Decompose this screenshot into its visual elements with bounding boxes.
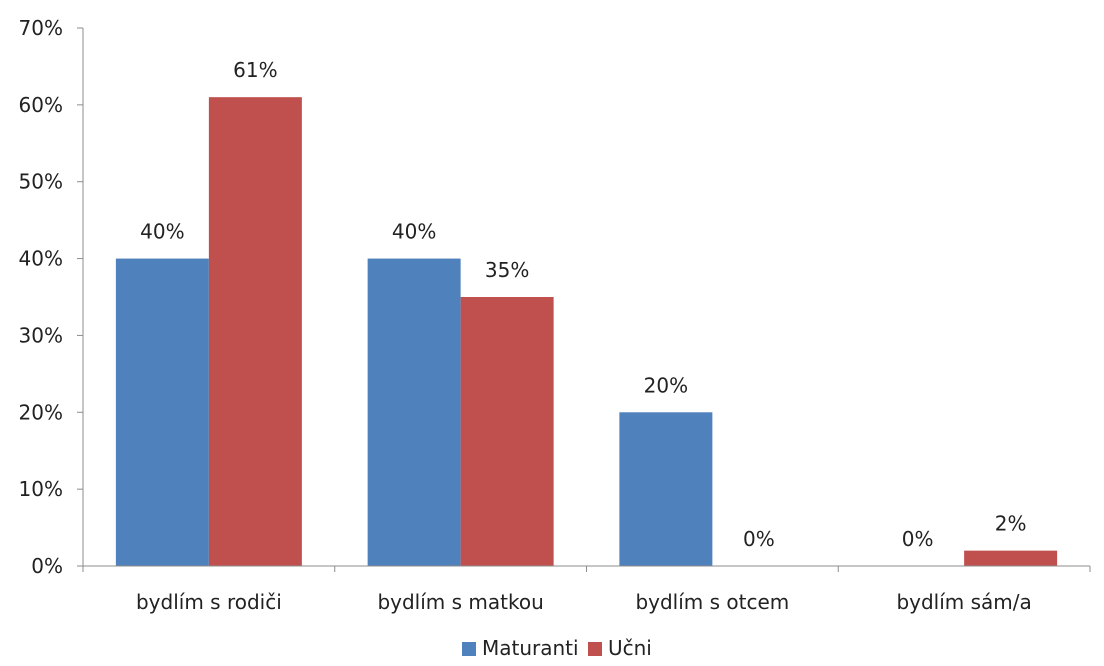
y-tick-label: 30% <box>19 323 63 347</box>
data-label: 40% <box>140 220 184 244</box>
category-label: bydlím s rodiči <box>136 590 282 614</box>
bar-učni <box>208 97 302 567</box>
category-label: bydlím s matkou <box>377 590 543 614</box>
legend: Maturanti Učni <box>462 636 652 660</box>
bars <box>115 97 1058 567</box>
bar-učni <box>964 550 1058 566</box>
category-label: bydlím s otcem <box>635 590 789 614</box>
legend-swatch-maturanti <box>462 642 476 656</box>
y-axis: 0% 10% 20% 30% 40% 50% 60% 70% <box>19 16 84 578</box>
y-tick-label: 10% <box>19 477 63 501</box>
data-labels: 40% 61% 40% 35% 20% 0% 0% 2% <box>140 58 1026 551</box>
data-label: 61% <box>233 58 277 82</box>
legend-swatch-učni <box>588 642 602 656</box>
data-label: 20% <box>644 373 688 397</box>
bar-maturanti <box>115 258 209 566</box>
data-label: 2% <box>995 512 1027 536</box>
legend-label: Učni <box>608 636 652 660</box>
x-axis: bydlím s rodiči bydlím s matkou bydlím s o… <box>82 565 1091 614</box>
y-tick-label: 20% <box>19 400 63 424</box>
data-label: 40% <box>392 220 436 244</box>
category-label: bydlím sám/a <box>896 590 1031 614</box>
y-tick-label: 60% <box>19 93 63 117</box>
data-label: 35% <box>485 258 529 282</box>
legend-label: Maturanti <box>482 636 579 660</box>
bar-maturanti <box>619 412 713 566</box>
y-tick-label: 50% <box>19 170 63 194</box>
y-tick-label: 0% <box>31 554 63 578</box>
y-tick-label: 40% <box>19 247 63 271</box>
bar-učni <box>460 297 554 566</box>
data-label: 0% <box>902 527 934 551</box>
data-label: 0% <box>743 527 775 551</box>
y-tick-label: 70% <box>19 16 63 40</box>
bar-maturanti <box>367 258 461 566</box>
